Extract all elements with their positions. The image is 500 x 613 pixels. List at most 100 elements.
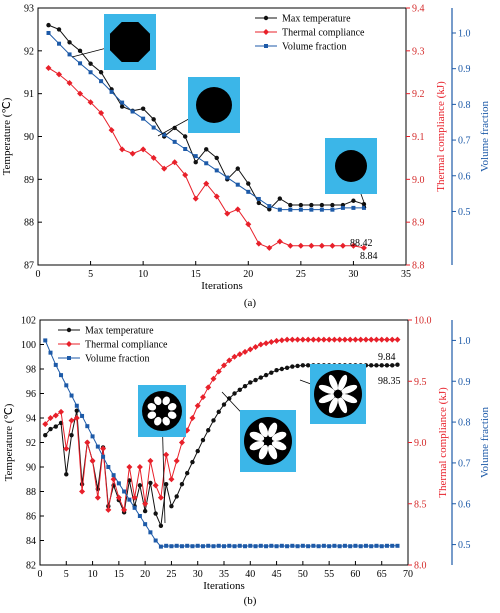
data-point	[85, 424, 90, 429]
y-right1-tick-label: 9.4	[412, 4, 425, 15]
y-left-axis-label: Temperature (℃)	[1, 97, 13, 175]
data-point	[300, 363, 306, 368]
data-point	[237, 543, 242, 548]
data-point	[153, 538, 158, 543]
data-point	[390, 543, 395, 548]
annotation-label: 88.42	[350, 238, 373, 249]
data-point	[211, 418, 216, 423]
data-point	[169, 504, 174, 509]
data-point	[305, 336, 312, 343]
data-point	[148, 530, 153, 535]
data-point	[395, 543, 400, 548]
y-right2-axis-label: Volume fraction	[479, 407, 491, 478]
data-point	[330, 207, 335, 212]
data-point	[69, 393, 74, 398]
data-point	[295, 544, 300, 549]
data-point	[368, 336, 375, 343]
data-point	[326, 336, 333, 343]
data-point	[88, 70, 93, 75]
data-point	[267, 207, 272, 212]
data-point	[190, 544, 195, 549]
x-tick-label: 10	[138, 269, 148, 280]
data-point	[151, 117, 156, 122]
data-point	[350, 242, 357, 249]
data-point	[164, 543, 169, 548]
data-point	[132, 505, 137, 510]
data-point	[126, 464, 133, 470]
data-point	[163, 481, 169, 487]
data-point	[158, 544, 163, 549]
y-right2-tick-label: 0.8	[458, 100, 471, 111]
legend-marker	[67, 356, 71, 360]
data-point	[266, 244, 273, 251]
y-right2-tick-label: 0.5	[458, 207, 471, 218]
chart-1: 0 5 10 15 20 25 30 35 40 45 50 55 60 65 70 Iterations 82…	[3, 316, 491, 593]
data-point	[330, 202, 335, 208]
data-point	[278, 337, 285, 344]
data-point	[232, 391, 237, 396]
data-point	[119, 104, 125, 109]
topology-inset-image	[71, 14, 156, 70]
data-point	[131, 494, 138, 501]
plot-frame	[37, 7, 407, 266]
data-point	[362, 336, 369, 343]
data-point	[231, 353, 238, 360]
inset-material	[196, 87, 232, 123]
inset-void	[318, 384, 335, 394]
data-point	[105, 506, 112, 513]
data-point	[203, 180, 210, 187]
data-point	[369, 544, 374, 549]
chart-0: 0 5 10 15 20 25 30 35 Iterations 87 88 89 90 91 92 93 Te…	[1, 4, 491, 293]
y-right2-tick-label: 0.6	[458, 171, 471, 182]
data-point	[216, 409, 221, 415]
x-tick-label: 20	[140, 569, 150, 580]
x-tick-label: 15	[191, 269, 201, 280]
data-point	[394, 336, 401, 343]
legend-entry: Volume fraction	[282, 42, 347, 53]
inset-core	[333, 389, 343, 399]
series-thermal-compliance	[42, 336, 401, 513]
data-point	[222, 544, 226, 549]
data-point	[142, 500, 149, 507]
data-point	[94, 494, 101, 501]
data-point	[109, 89, 114, 94]
inset-void	[167, 403, 177, 411]
x-tick-label: 5	[88, 269, 93, 280]
data-point	[162, 132, 167, 137]
data-point	[257, 341, 264, 348]
y-left-tick-label: 93	[24, 4, 34, 15]
data-point	[256, 196, 261, 201]
data-point	[46, 22, 51, 28]
data-point	[363, 543, 368, 548]
data-point	[329, 242, 336, 249]
x-tick-label: 35	[219, 569, 229, 580]
data-point	[237, 387, 242, 393]
x-tick-label: 65	[377, 569, 387, 580]
y-right2-tick-label: 1.0	[458, 28, 471, 39]
data-point	[193, 154, 198, 159]
y-right2-tick-label: 1.0	[458, 336, 471, 347]
data-point	[185, 470, 190, 476]
data-point	[48, 350, 53, 355]
data-point	[199, 394, 206, 401]
data-point	[136, 464, 143, 470]
y-right1-tick-label: 10.0	[414, 316, 432, 327]
inset-void	[258, 444, 269, 460]
data-point	[319, 207, 324, 212]
inset-material	[335, 150, 367, 182]
inset-void	[258, 422, 269, 438]
data-point	[384, 543, 389, 548]
annotation-label: 8.84	[360, 251, 378, 262]
data-point	[53, 362, 58, 367]
y-left-tick-label: 82	[26, 561, 36, 572]
data-point	[182, 172, 189, 179]
data-point	[227, 396, 232, 401]
data-point	[59, 373, 64, 378]
data-point	[67, 52, 72, 57]
data-point	[319, 202, 325, 208]
y-right2-tick-label: 0.9	[458, 64, 471, 75]
x-tick-label: 20	[243, 269, 253, 280]
data-point	[161, 165, 168, 172]
data-point	[267, 204, 272, 209]
data-point	[255, 240, 262, 247]
